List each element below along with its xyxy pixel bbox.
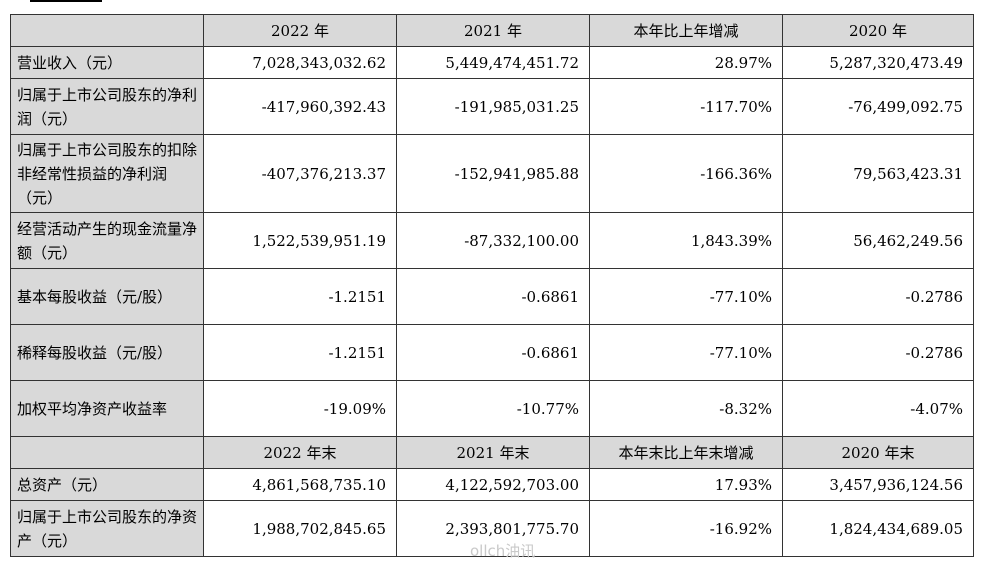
- value-cell: 2,393,801,775.70: [396, 500, 590, 557]
- value-cell: -19.09%: [203, 380, 397, 437]
- value-cell: -1.2151: [203, 324, 397, 381]
- value-cell: 17.93%: [589, 468, 783, 501]
- row-label: 总资产（元）: [10, 468, 204, 501]
- header-cell: 2021 年: [396, 14, 590, 47]
- value-cell: 56,462,249.56: [782, 212, 974, 269]
- value-cell: -10.77%: [396, 380, 590, 437]
- row-label: 基本每股收益（元/股）: [10, 268, 204, 325]
- value-cell: -87,332,100.00: [396, 212, 590, 269]
- value-cell: 1,522,539,951.19: [203, 212, 397, 269]
- header-cell: [10, 436, 204, 469]
- header-cell: 2020 年: [782, 14, 974, 47]
- value-cell: -417,960,392.43: [203, 78, 397, 135]
- row-label: 归属于上市公司股东的扣除非经常性损益的净利润（元）: [10, 134, 204, 213]
- value-cell: -117.70%: [589, 78, 783, 135]
- value-cell: 1,988,702,845.65: [203, 500, 397, 557]
- header-cell: [10, 14, 204, 47]
- value-cell: 7,028,343,032.62: [203, 46, 397, 79]
- header-cell: 2022 年末: [203, 436, 397, 469]
- value-cell: 5,449,474,451.72: [396, 46, 590, 79]
- row-label: 归属于上市公司股东的净利润（元）: [10, 78, 204, 135]
- value-cell: -77.10%: [589, 324, 783, 381]
- row-label: 营业收入（元）: [10, 46, 204, 79]
- table-row: 经营活动产生的现金流量净额（元） 1,522,539,951.19 -87,33…: [10, 212, 974, 269]
- value-cell: 4,122,592,703.00: [396, 468, 590, 501]
- value-cell: -166.36%: [589, 134, 783, 213]
- row-label: 稀释每股收益（元/股）: [10, 324, 204, 381]
- table-row: 营业收入（元） 7,028,343,032.62 5,449,474,451.7…: [10, 46, 974, 79]
- top-rule: [30, 0, 102, 2]
- value-cell: 1,843.39%: [589, 212, 783, 269]
- row-label: 归属于上市公司股东的净资产（元）: [10, 500, 204, 557]
- value-cell: -8.32%: [589, 380, 783, 437]
- row-label: 经营活动产生的现金流量净额（元）: [10, 212, 204, 269]
- header-row-annual: 2022 年 2021 年 本年比上年增减 2020 年: [10, 14, 974, 47]
- value-cell: -0.6861: [396, 268, 590, 325]
- financial-summary-table: 2022 年 2021 年 本年比上年增减 2020 年 营业收入（元） 7,0…: [10, 14, 974, 557]
- value-cell: -407,376,213.37: [203, 134, 397, 213]
- value-cell: 4,861,568,735.10: [203, 468, 397, 501]
- value-cell: -191,985,031.25: [396, 78, 590, 135]
- table-row: 加权平均净资产收益率 -19.09% -10.77% -8.32% -4.07%: [10, 380, 974, 437]
- value-cell: -76,499,092.75: [782, 78, 974, 135]
- table-row: 稀释每股收益（元/股） -1.2151 -0.6861 -77.10% -0.2…: [10, 324, 974, 381]
- table-row: 基本每股收益（元/股） -1.2151 -0.6861 -77.10% -0.2…: [10, 268, 974, 325]
- row-label: 加权平均净资产收益率: [10, 380, 204, 437]
- value-cell: 1,824,434,689.05: [782, 500, 974, 557]
- value-cell: -16.92%: [589, 500, 783, 557]
- value-cell: 3,457,936,124.56: [782, 468, 974, 501]
- value-cell: -1.2151: [203, 268, 397, 325]
- value-cell: 28.97%: [589, 46, 783, 79]
- table-row: 归属于上市公司股东的净利润（元） -417,960,392.43 -191,98…: [10, 78, 974, 135]
- table-row: 归属于上市公司股东的净资产（元） 1,988,702,845.65 2,393,…: [10, 500, 974, 557]
- value-cell: -152,941,985.88: [396, 134, 590, 213]
- header-cell: 2020 年末: [782, 436, 974, 469]
- value-cell: -0.6861: [396, 324, 590, 381]
- value-cell: -77.10%: [589, 268, 783, 325]
- header-cell: 本年比上年增减: [589, 14, 783, 47]
- header-cell: 本年末比上年末增减: [589, 436, 783, 469]
- value-cell: -0.2786: [782, 268, 974, 325]
- header-cell: 2021 年末: [396, 436, 590, 469]
- value-cell: -0.2786: [782, 324, 974, 381]
- table-row: 总资产（元） 4,861,568,735.10 4,122,592,703.00…: [10, 468, 974, 501]
- header-row-year-end: 2022 年末 2021 年末 本年末比上年末增减 2020 年末: [10, 436, 974, 469]
- value-cell: 79,563,423.31: [782, 134, 974, 213]
- table-row: 归属于上市公司股东的扣除非经常性损益的净利润（元） -407,376,213.3…: [10, 134, 974, 213]
- value-cell: -4.07%: [782, 380, 974, 437]
- header-cell: 2022 年: [203, 14, 397, 47]
- value-cell: 5,287,320,473.49: [782, 46, 974, 79]
